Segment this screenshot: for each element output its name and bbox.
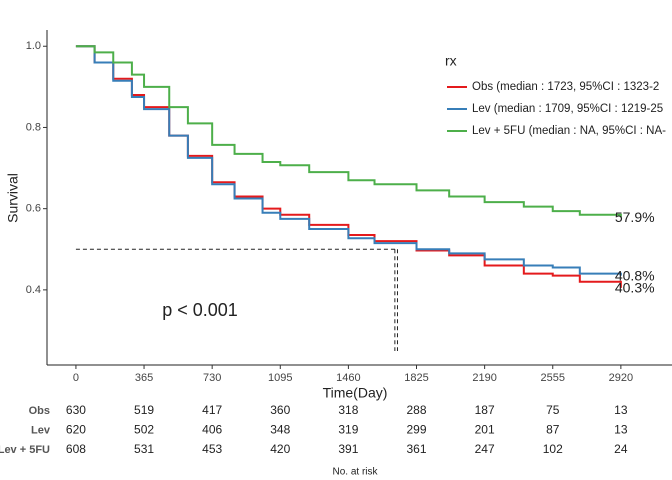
x-axis-title: Time(Day) [323,385,388,401]
risk-count: 620 [66,423,86,437]
risk-count: 361 [406,442,426,456]
end-label: 40.8% [615,267,655,283]
x-tick-label: 2555 [541,372,565,384]
risk-count: 348 [270,423,290,437]
y-tick-label: 0.6 [26,203,41,215]
risk-count: 13 [614,423,628,437]
risk-count: 531 [134,442,154,456]
risk-count: 87 [546,423,560,437]
risk-count: 360 [270,403,290,417]
end-label: 40.3% [615,280,655,296]
y-tick-label: 0.4 [26,284,41,296]
x-tick-label: 0 [73,372,79,384]
y-axis-title: Survival [5,173,21,223]
risk-count: 417 [202,403,222,417]
risk-count: 187 [475,403,495,417]
legend-label: Obs (median : 1723, 95%CI : 1323-2 [472,81,659,93]
x-tick-label: 365 [135,372,153,384]
risk-count: 201 [475,423,495,437]
risk-count: 453 [202,442,222,456]
risk-count: 24 [614,442,628,456]
risk-count: 319 [338,423,358,437]
risk-row-name: Lev + 5FU [0,444,50,456]
risk-count: 75 [546,403,560,417]
x-tick-label: 1095 [268,372,292,384]
risk-row-name: Lev [31,424,51,436]
y-tick-label: 0.8 [26,121,41,133]
risk-count: 247 [475,442,495,456]
x-tick-label: 1460 [336,372,360,384]
risk-count: 299 [406,423,426,437]
risk-count: 406 [202,423,222,437]
risk-count: 391 [338,442,358,456]
x-tick-label: 2920 [609,372,633,384]
p-value: p < 0.001 [162,300,238,320]
x-tick-label: 1825 [404,372,428,384]
risk-count: 608 [66,442,86,456]
risk-count: 502 [134,423,154,437]
risk-count: 318 [338,403,358,417]
risk-count: 630 [66,403,86,417]
risk-count: 420 [270,442,290,456]
x-tick-label: 730 [203,372,221,384]
y-tick-label: 1.0 [26,40,41,52]
end-label: 57.9% [615,209,655,225]
risk-table-title: No. at risk [332,467,378,478]
legend-label: Lev (median : 1709, 95%CI : 1219-25 [472,103,663,115]
x-tick-label: 2190 [472,372,496,384]
survival-curve [75,45,622,218]
risk-count: 288 [406,403,426,417]
risk-count: 519 [134,403,154,417]
survival-curve [75,45,622,276]
risk-row-name: Obs [29,405,50,417]
legend-title: rx [445,53,457,69]
legend-label: Lev + 5FU (median : NA, 95%CI : NA- [472,125,666,137]
risk-count: 102 [543,442,563,456]
risk-count: 13 [614,403,628,417]
